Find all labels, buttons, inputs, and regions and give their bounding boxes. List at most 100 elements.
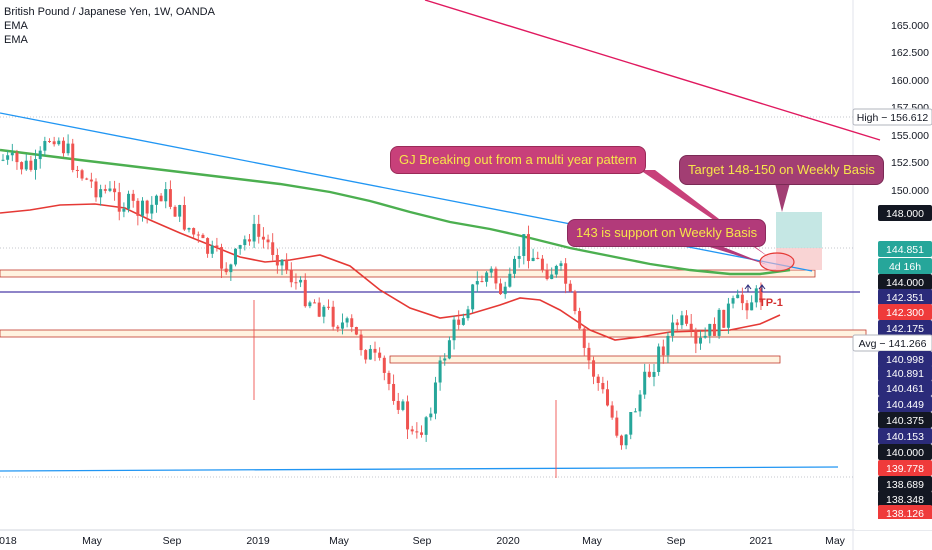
candle-body: [108, 188, 112, 191]
bearish-candle: [364, 349, 368, 364]
candle-body: [564, 263, 568, 284]
candle-body: [94, 181, 98, 198]
candle-body: [610, 405, 614, 418]
candle-body: [499, 283, 503, 295]
candle-body: [717, 309, 721, 336]
bearish-candle: [526, 225, 530, 269]
price-tag-label: 142.300: [886, 307, 924, 319]
candle-body: [647, 371, 651, 377]
bullish-candle: [624, 433, 628, 450]
candle-body: [206, 238, 210, 254]
bullish-candle: [485, 270, 489, 287]
indicator-ema-1[interactable]: EMA: [4, 20, 28, 32]
bearish-candle: [392, 374, 396, 405]
price-tag-bg: [878, 460, 932, 476]
bullish-candle: [666, 332, 670, 364]
candle-body: [150, 204, 154, 214]
candle-body: [424, 417, 428, 435]
candle-body: [429, 413, 433, 418]
price-tag: 4d 16h: [878, 258, 932, 274]
price-tag-label: 144.851: [886, 244, 924, 256]
price-tag: 142.175: [878, 320, 932, 336]
candle-body: [694, 330, 698, 344]
bullish-candle: [10, 143, 14, 162]
symbol-title[interactable]: British Pound / Japanese Yen, 1W, OANDA: [4, 6, 215, 18]
bullish-candle: [522, 234, 526, 265]
bearish-candle: [20, 161, 24, 175]
bullish-candle: [680, 310, 684, 329]
candle-body: [517, 255, 521, 259]
candle-body: [192, 228, 196, 235]
candle-body: [722, 309, 726, 328]
price-tag-label: 140.000: [886, 447, 924, 459]
indicator-ema-2[interactable]: EMA: [4, 34, 28, 46]
bearish-candle: [689, 314, 693, 337]
price-tag-bg: [878, 412, 932, 428]
candle-body: [671, 322, 675, 336]
candle-body: [615, 417, 619, 436]
bullish-candle: [187, 227, 191, 233]
bullish-candle: [531, 248, 535, 262]
candle-body: [466, 309, 470, 319]
bullish-candle: [633, 408, 637, 413]
bullish-candle: [401, 399, 405, 412]
bearish-candle: [85, 177, 89, 181]
bearish-candle: [113, 180, 117, 201]
candle-body: [545, 269, 549, 280]
candle-body: [396, 400, 400, 410]
bullish-candle: [671, 314, 675, 342]
candle-body: [675, 322, 679, 326]
price-tag-bg: [878, 380, 932, 396]
candle-body: [159, 195, 163, 202]
candle-body: [726, 303, 730, 328]
price-tag: 144.851: [878, 241, 932, 257]
breakout-callout[interactable]: GJ Breaking out from a multi year patter…: [390, 146, 646, 174]
price-tag-label: 138.689: [886, 479, 924, 491]
candle-body: [57, 140, 61, 145]
bearish-candle: [564, 258, 568, 294]
bearish-candle: [619, 434, 623, 450]
bearish-candle: [378, 347, 382, 361]
candle-body: [624, 434, 628, 446]
bearish-candle: [192, 227, 196, 239]
bullish-candle: [34, 149, 38, 180]
bearish-candle: [261, 227, 265, 249]
price-axis[interactable]: 165.000162.500160.000157.500155.000152.5…: [852, 20, 932, 521]
price-tag-bg: [878, 320, 932, 336]
price-tag: 144.000: [878, 274, 932, 290]
bullish-candle: [299, 276, 303, 288]
candle-body: [168, 189, 172, 207]
bearish-candle: [373, 341, 377, 362]
bullish-candle: [252, 214, 256, 249]
candle-body: [745, 303, 749, 311]
candle-body: [759, 288, 763, 303]
bearish-candle: [173, 205, 177, 217]
price-tag-label: 144.000: [886, 277, 924, 289]
x-tick-label: May: [582, 535, 603, 547]
candle-body: [313, 302, 317, 304]
candle-body: [368, 348, 372, 360]
bullish-candle: [150, 196, 154, 220]
bearish-candle: [545, 263, 549, 281]
candle-body: [354, 327, 358, 335]
bearish-candle: [271, 233, 275, 261]
bullish-candle: [638, 390, 642, 417]
candle-body: [387, 372, 391, 384]
price-tag-label: 142.175: [886, 323, 924, 335]
bullish-candle: [452, 315, 456, 350]
bearish-candle: [257, 214, 261, 244]
candle-body: [252, 223, 256, 242]
candle-body: [303, 279, 307, 307]
time-axis[interactable]: 2018 May Sep 2019 May Sep 2020 May Sep 2021 May: [0, 519, 932, 547]
price-tag-bg: [852, 108, 932, 126]
bearish-candle: [740, 287, 744, 311]
bullish-candle: [43, 136, 47, 157]
bullish-candle: [489, 266, 493, 278]
target-callout[interactable]: Target 148-150 on Weekly Basis: [679, 155, 884, 185]
bullish-candle: [550, 267, 554, 280]
candle-body: [43, 141, 47, 151]
bearish-candle: [745, 300, 749, 320]
support-callout[interactable]: 143 is support on Weekly Basis: [567, 219, 767, 247]
candle-body: [554, 265, 558, 275]
